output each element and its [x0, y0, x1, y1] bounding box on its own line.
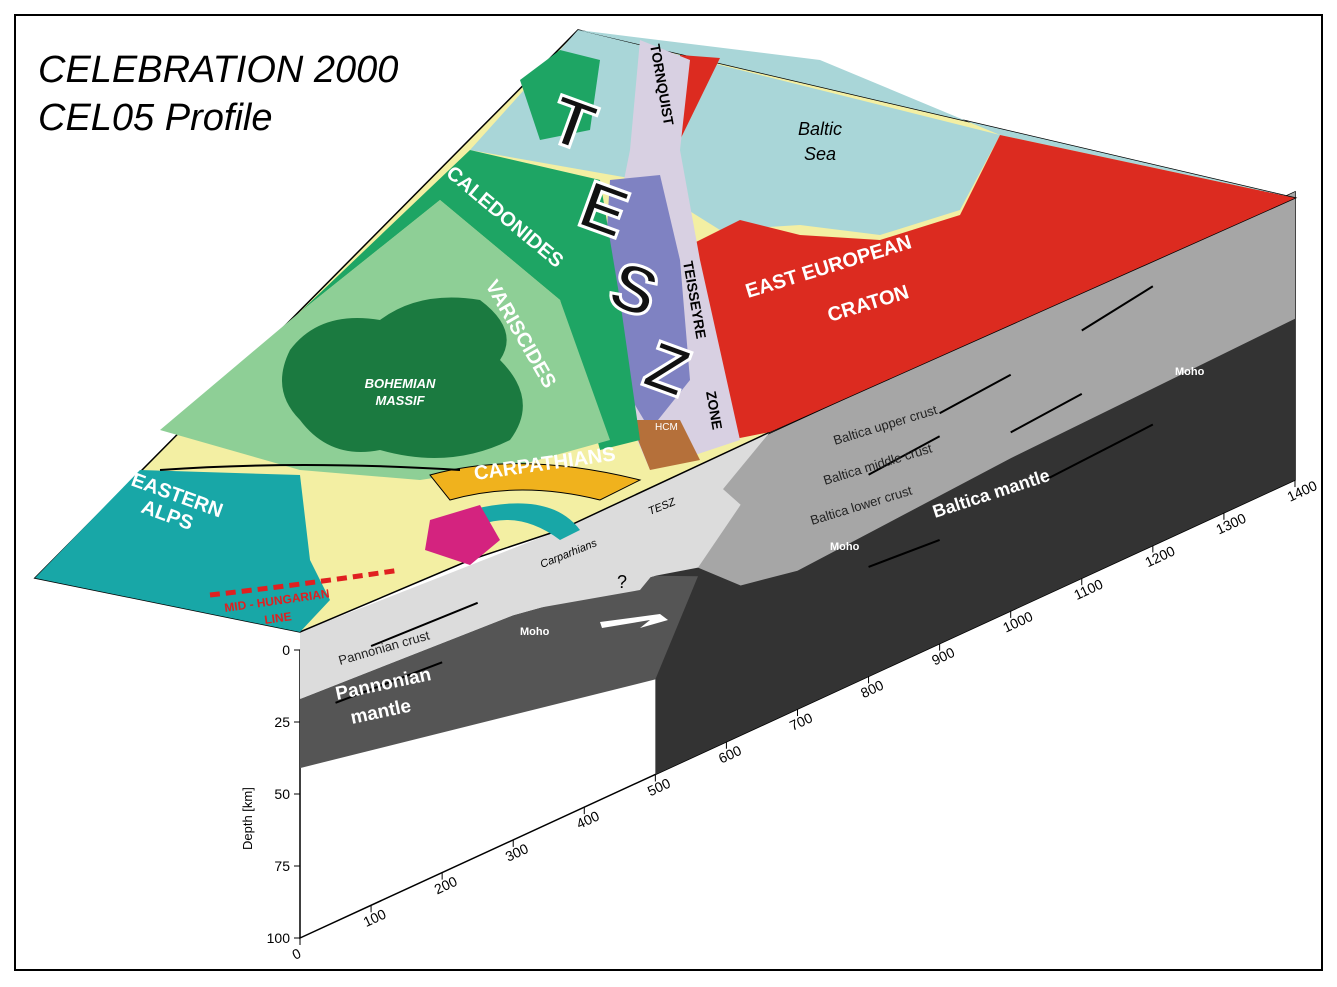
title: CELEBRATION 2000: [38, 49, 398, 91]
baltic-sea: [578, 30, 1295, 198]
hcm: [630, 420, 700, 470]
depth-tick-label: 75: [274, 858, 290, 874]
section: [299, 190, 1296, 940]
map-label: LINE: [263, 609, 292, 627]
reflector: [1010, 392, 1083, 434]
section-label: Moho: [830, 541, 860, 553]
reflector: [1081, 285, 1154, 332]
map-label: Sea: [804, 144, 836, 164]
thrust-front: [159, 464, 461, 471]
title: CEL05 Profile: [38, 97, 272, 139]
section-label: Moho: [520, 626, 550, 638]
section-label: ?: [617, 572, 627, 592]
mid-hungarian-line: [209, 567, 401, 598]
caledonides: [300, 150, 640, 450]
section-label: Moho: [1175, 366, 1205, 378]
map-label: BOHEMIAN: [365, 376, 436, 391]
depth-tick-label: 50: [274, 786, 290, 802]
map-label: MASSIF: [375, 393, 425, 408]
carpathians-arc: [429, 463, 642, 501]
reflector: [939, 373, 1012, 415]
reflector: [370, 601, 479, 648]
depth-tick-label: 0: [282, 642, 290, 658]
caledonides: [520, 50, 600, 140]
reflector: [868, 435, 941, 476]
map-label: ZONE: [703, 390, 726, 431]
baltic-sea: [470, 30, 1000, 235]
axis-title: Depth [km]: [240, 787, 255, 850]
pannonian-mantle: [300, 575, 698, 769]
reflector: [1045, 423, 1154, 481]
pannonian-basin: [470, 503, 580, 540]
transition-top: [300, 432, 770, 650]
reflector: [335, 661, 443, 704]
craton: [680, 135, 1295, 440]
map-label: HCM: [655, 422, 678, 433]
depth-tick-label: 100: [267, 930, 291, 946]
map: [33, 29, 1298, 633]
reflector: [868, 538, 940, 568]
depth-tick-label: 25: [274, 714, 290, 730]
magenta-block: [425, 505, 500, 565]
bohemian-massif: [282, 297, 523, 458]
eastern-alps: [35, 470, 330, 632]
arrow: [600, 614, 668, 628]
craton: [680, 55, 720, 140]
map-label: Baltic: [798, 119, 842, 139]
